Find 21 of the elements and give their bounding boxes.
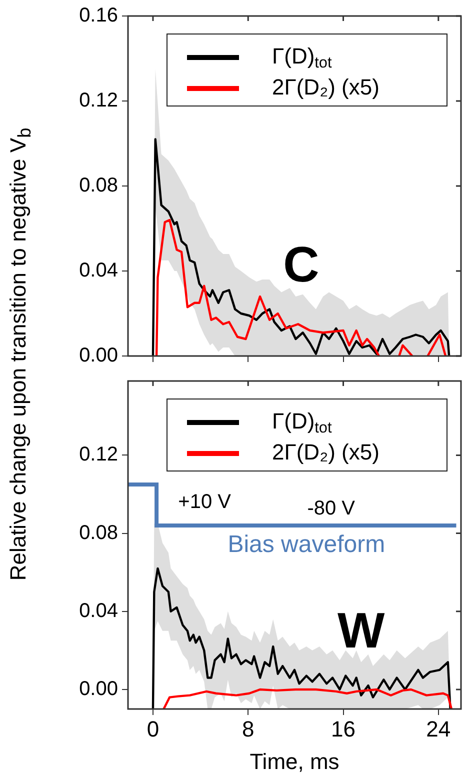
x-axis-title: Time, ms — [250, 748, 340, 774]
annotation: W — [338, 602, 386, 658]
legend-label: 2Γ(D₂) (x5) — [272, 74, 380, 100]
annotation: C — [283, 236, 320, 292]
legend-label: 2Γ(D₂) (x5) — [272, 440, 380, 465]
annotation: +10 V — [178, 490, 232, 513]
x-tick-label: 8 — [242, 716, 254, 742]
x-tick-label: 16 — [331, 716, 356, 742]
y-tick-label: 0.12 — [79, 444, 118, 466]
y-tick-label: 0.00 — [79, 344, 118, 367]
x-tick-label: 0 — [146, 716, 160, 742]
series-label: Bias waveform — [228, 531, 386, 558]
y-tick-label: 0.16 — [79, 4, 118, 27]
y-tick-label: 0.08 — [79, 522, 118, 544]
y-tick-label: 0.08 — [79, 174, 118, 197]
y-tick-label: 0.04 — [79, 600, 118, 622]
y-tick-label: 0.00 — [79, 678, 118, 700]
x-tick-label: 24 — [426, 716, 451, 742]
y-tick-label: 0.04 — [79, 260, 118, 282]
annotation: -80 V — [307, 497, 356, 520]
y-tick-label: 0.12 — [79, 90, 118, 112]
